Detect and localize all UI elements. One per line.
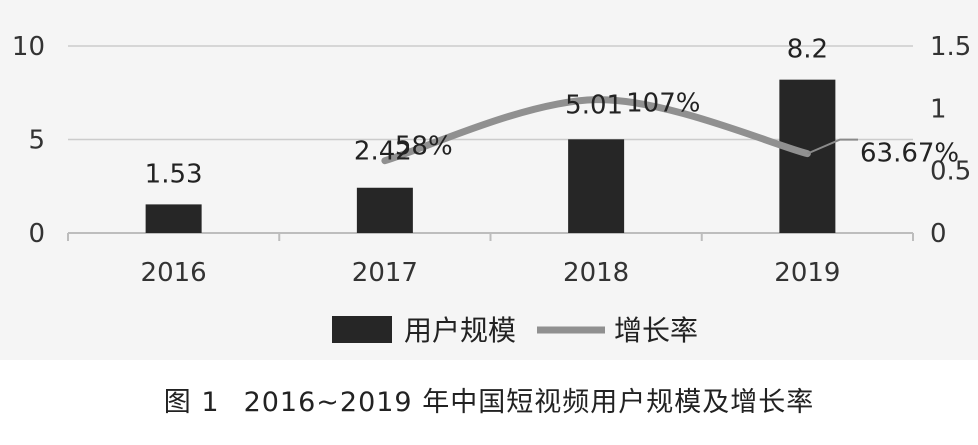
legend-label-bar: 用户规模 [404,314,516,347]
line-data-label: 107% [626,89,700,119]
bar [568,139,625,233]
line-data-label: 63.67% [860,139,959,169]
y-right-tick-label: 0 [930,219,947,249]
bar [356,187,413,233]
line-data-label: 58% [395,132,453,162]
legend-swatch-bar [332,316,392,343]
y-right-tick-label: 1.5 [930,32,971,62]
combo-chart: 0 5 10 0 0.5 1 1.5 2016 2017 2018 2019 1.53 2.42 5.01… [12,32,971,347]
line-label-leader [806,138,858,155]
x-tick-label: 2017 [352,258,418,288]
y-left-tick-label: 5 [28,126,45,156]
y-right-tick-label: 0.5 [930,157,971,187]
x-tick-label: 2016 [141,258,207,288]
y-right-tick-label: 1 [930,94,947,124]
growth-rate-line [381,96,811,165]
bar-data-label: 1.53 [145,159,203,189]
x-tick-label: 2018 [563,258,629,288]
bar [145,204,202,233]
legend-label-line: 增长率 [614,314,698,347]
caption-text: 2016~2019 年中国短视频用户规模及增长率 [243,387,815,418]
bar-data-label: 8.2 [787,35,828,65]
chart-area: 0 5 10 0 0.5 1 1.5 2016 2017 2018 2019 1.53 2.42 5.01… [11,32,972,347]
x-tick-label: 2019 [774,258,840,288]
figure-number: 图 1 [163,387,220,418]
y-left-tick-label: 0 [28,219,45,249]
figure-caption: 图 1 2016~2019 年中国短视频用户规模及增长率 [0,380,978,430]
bar-data-label: 5.01 [565,90,623,120]
bar-data-label: 2.42 [354,137,412,167]
y-left-tick-label: 10 [12,32,45,62]
